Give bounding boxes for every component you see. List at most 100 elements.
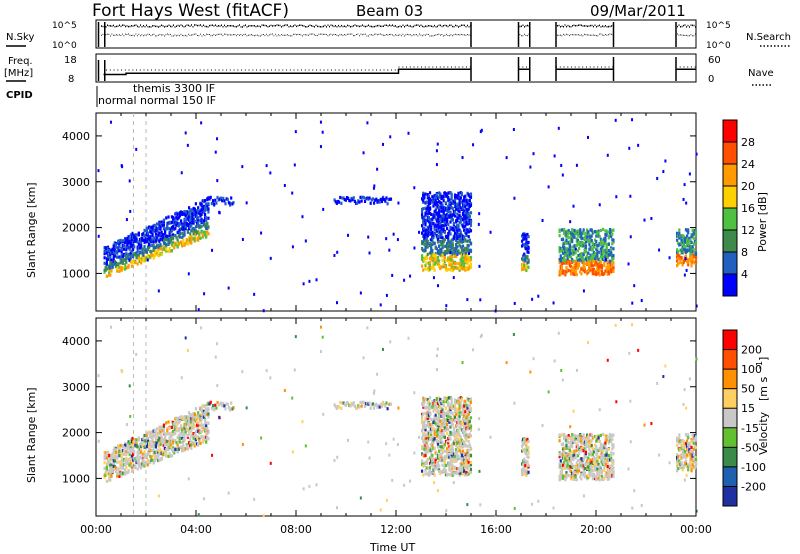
power-cell <box>452 221 456 226</box>
velocity-cell <box>459 396 462 400</box>
power-cell <box>682 237 685 242</box>
velocity-cell <box>569 470 573 474</box>
power-cell <box>159 224 162 229</box>
velocity-cell <box>571 462 574 467</box>
velocity-cell <box>430 460 433 464</box>
power-cell <box>603 261 606 265</box>
power-cell <box>181 224 184 228</box>
velocity-cell <box>433 467 436 471</box>
power-cell <box>136 240 139 244</box>
power-cell <box>465 228 468 232</box>
power-cell <box>427 230 431 234</box>
power-cell <box>176 242 179 246</box>
power-cell <box>560 262 563 266</box>
power-cell <box>143 245 146 249</box>
power-cell <box>598 241 601 246</box>
power-cell <box>552 301 555 305</box>
velocity-cell <box>579 448 582 453</box>
power-cell <box>200 212 203 216</box>
power-cell <box>612 269 615 273</box>
velocity-cell <box>561 443 565 447</box>
velocity-cell <box>185 444 188 448</box>
power-cell <box>579 270 582 274</box>
velocity-cell <box>160 425 163 429</box>
power-cell <box>689 247 692 251</box>
velocity-cell <box>130 440 134 444</box>
power-cell <box>132 247 135 251</box>
power-cell <box>436 256 440 260</box>
power-cell <box>199 236 202 241</box>
velocity-cell <box>138 455 142 459</box>
power-cell <box>452 234 456 238</box>
power-cell <box>160 252 163 256</box>
power-cell <box>447 239 450 243</box>
velocity-cell <box>351 403 354 407</box>
power-cell <box>574 247 577 251</box>
power-cell <box>468 229 471 233</box>
power-cell <box>466 245 469 249</box>
power-cell <box>563 251 566 256</box>
power-cell <box>596 251 599 255</box>
velocity-cell <box>185 422 188 426</box>
velocity-cell <box>158 430 161 435</box>
velocity-cell <box>443 424 446 428</box>
velocity-cell <box>577 439 581 443</box>
power-cell <box>433 260 436 264</box>
velocity-cell <box>134 465 137 470</box>
power-cell <box>577 242 581 246</box>
velocity-cell <box>564 458 567 462</box>
velocity-cell <box>451 473 454 477</box>
power-cell <box>444 244 448 248</box>
power-cell <box>421 247 424 251</box>
velocity-cell <box>127 446 130 450</box>
power-cell <box>432 213 435 217</box>
velocity-cell <box>430 436 433 441</box>
power-cell <box>448 256 451 260</box>
power-cell <box>611 232 614 236</box>
velocity-cell <box>427 473 431 477</box>
power-cell <box>469 223 473 227</box>
power-cell <box>677 261 680 266</box>
velocity-cell <box>137 450 140 455</box>
power-cell <box>595 243 598 247</box>
power-cell <box>676 259 679 263</box>
velocity-cell <box>567 441 570 445</box>
power-cell <box>136 249 139 253</box>
power-cell <box>447 245 450 249</box>
power-cell <box>590 229 593 233</box>
velocity-cell <box>119 461 122 465</box>
power-cell <box>384 199 387 203</box>
velocity-cell <box>136 454 139 458</box>
velocity-cell <box>424 450 427 455</box>
velocity-cell <box>527 440 530 444</box>
power-cell <box>149 237 152 241</box>
velocity-cell <box>464 408 467 412</box>
power-cell <box>396 238 399 242</box>
power-cell <box>573 228 576 233</box>
power-cell <box>146 233 150 237</box>
power-cell <box>443 255 446 259</box>
power-cell <box>143 240 146 244</box>
velocity-cell <box>444 470 448 474</box>
velocity-cell <box>583 455 586 459</box>
power-cell <box>524 259 527 263</box>
power-cell <box>572 272 575 276</box>
velocity-cell <box>461 411 465 415</box>
velocity-cell <box>124 472 127 476</box>
power-cell <box>129 254 132 258</box>
power-cell <box>460 263 463 267</box>
velocity-cell <box>468 426 471 430</box>
power-cell <box>428 226 432 231</box>
velocity-cell <box>433 419 436 423</box>
power-cell <box>681 248 684 252</box>
velocity-cell <box>426 457 429 461</box>
velocity-cell <box>435 416 438 421</box>
power-cell <box>569 233 573 237</box>
velocity-cell <box>465 456 468 460</box>
power-cell <box>191 215 194 219</box>
power-cell <box>217 198 220 202</box>
gap-edge <box>470 22 520 47</box>
velocity-cell <box>435 410 438 414</box>
power-cell <box>688 236 691 240</box>
velocity-cell <box>121 444 124 448</box>
